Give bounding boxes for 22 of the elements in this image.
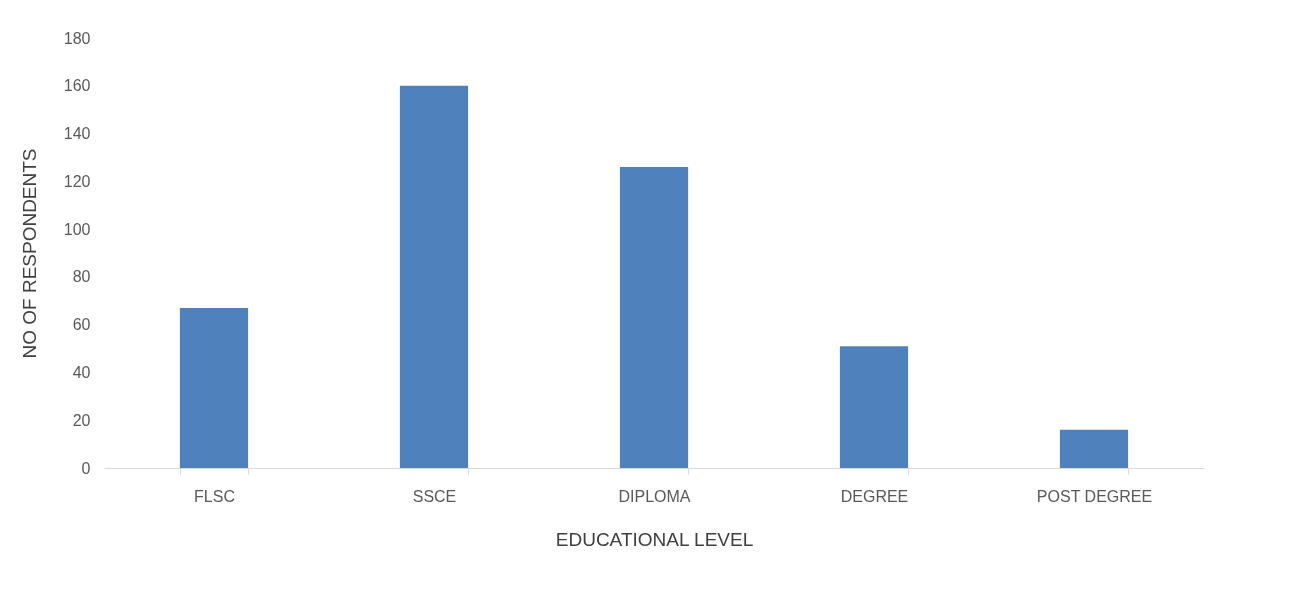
x-tick-label: SSCE bbox=[412, 487, 457, 505]
bar bbox=[179, 307, 249, 468]
y-tick-label: 180 bbox=[63, 29, 91, 47]
x-axis-title: EDUCATIONAL LEVEL bbox=[555, 528, 754, 550]
y-tick-label: 60 bbox=[72, 316, 91, 334]
y-tick-label: 0 bbox=[81, 459, 91, 477]
y-tick-label: 20 bbox=[72, 411, 91, 429]
bar bbox=[839, 346, 909, 468]
bar bbox=[1059, 429, 1129, 468]
y-axis-title: NO OF RESPONDENTS bbox=[18, 148, 40, 359]
y-tick-label: 140 bbox=[63, 125, 91, 143]
bar bbox=[399, 85, 469, 468]
x-tick-label: DIPLOMA bbox=[618, 487, 691, 505]
y-tick-label: 100 bbox=[63, 220, 91, 238]
y-tick-label: 40 bbox=[72, 363, 91, 381]
y-tick-label: 80 bbox=[72, 268, 91, 286]
x-tick-label: DEGREE bbox=[840, 487, 909, 505]
bar bbox=[619, 167, 689, 468]
x-tick-label: POST DEGREE bbox=[1036, 487, 1153, 505]
x-tick-label: FLSC bbox=[194, 487, 235, 505]
y-tick-label: 160 bbox=[63, 77, 91, 95]
y-tick-label: 120 bbox=[63, 172, 91, 190]
